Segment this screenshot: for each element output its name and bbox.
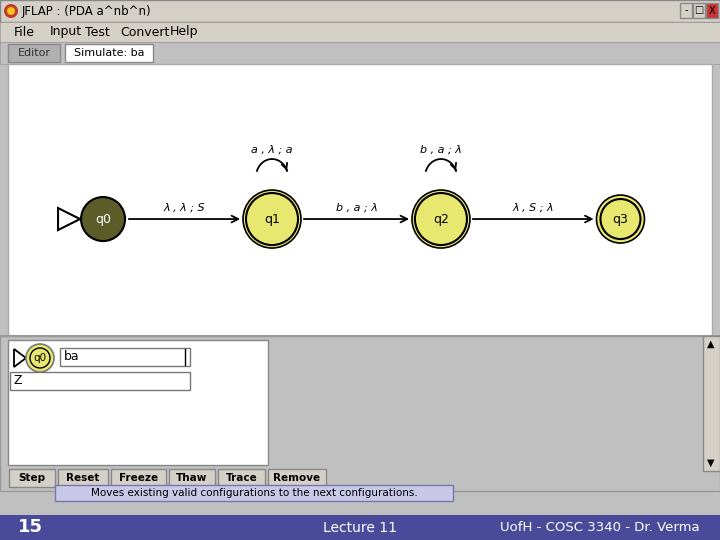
Text: Z: Z: [14, 375, 22, 388]
FancyBboxPatch shape: [65, 44, 153, 62]
Text: UofH - COSC 3340 - Dr. Verma: UofH - COSC 3340 - Dr. Verma: [500, 521, 700, 534]
FancyBboxPatch shape: [680, 3, 692, 18]
FancyBboxPatch shape: [8, 44, 60, 62]
Text: q0: q0: [33, 353, 47, 363]
FancyBboxPatch shape: [703, 336, 720, 471]
FancyBboxPatch shape: [693, 3, 705, 18]
Text: ▼: ▼: [707, 458, 715, 468]
Circle shape: [246, 193, 298, 245]
Text: 15: 15: [18, 518, 43, 537]
Circle shape: [600, 199, 641, 239]
Text: q3: q3: [613, 213, 629, 226]
Text: Reset: Reset: [66, 473, 99, 483]
Text: b , a ; λ: b , a ; λ: [336, 203, 377, 213]
FancyBboxPatch shape: [169, 469, 215, 487]
Circle shape: [415, 193, 467, 245]
Text: Trace: Trace: [225, 473, 257, 483]
Text: Convert: Convert: [120, 25, 169, 38]
Text: q0: q0: [95, 213, 111, 226]
Circle shape: [7, 7, 15, 15]
FancyBboxPatch shape: [0, 0, 720, 22]
Text: JFLAP : (PDA a^nb^n): JFLAP : (PDA a^nb^n): [22, 4, 152, 17]
FancyBboxPatch shape: [0, 22, 720, 42]
Text: Lecture 11: Lecture 11: [323, 521, 397, 535]
Text: q2: q2: [433, 213, 449, 226]
Text: a , λ ; a: a , λ ; a: [251, 145, 293, 155]
Text: □: □: [694, 5, 703, 16]
Text: ▲: ▲: [707, 339, 715, 349]
FancyBboxPatch shape: [0, 515, 720, 540]
Text: Moves existing valid configurations to the next configurations.: Moves existing valid configurations to t…: [91, 488, 418, 498]
Text: Freeze: Freeze: [119, 473, 158, 483]
FancyBboxPatch shape: [218, 469, 265, 487]
Text: λ , S ; λ: λ , S ; λ: [513, 203, 554, 213]
Text: b , a ; λ: b , a ; λ: [420, 145, 462, 155]
Circle shape: [26, 344, 54, 372]
FancyBboxPatch shape: [8, 340, 268, 465]
Circle shape: [412, 190, 470, 248]
FancyBboxPatch shape: [58, 469, 108, 487]
FancyBboxPatch shape: [706, 3, 718, 18]
FancyBboxPatch shape: [9, 469, 55, 487]
Text: -: -: [684, 5, 688, 16]
Text: X: X: [708, 5, 715, 16]
Text: Thaw: Thaw: [176, 473, 207, 483]
FancyBboxPatch shape: [0, 336, 720, 491]
FancyBboxPatch shape: [10, 372, 190, 390]
Circle shape: [30, 348, 50, 368]
Text: λ , λ ; S: λ , λ ; S: [163, 203, 205, 213]
FancyBboxPatch shape: [268, 469, 326, 487]
Text: Simulate: ba: Simulate: ba: [73, 48, 144, 58]
Circle shape: [596, 195, 644, 243]
Text: Test: Test: [85, 25, 109, 38]
Circle shape: [4, 4, 18, 18]
Text: File: File: [14, 25, 35, 38]
Text: Remove: Remove: [274, 473, 320, 483]
FancyBboxPatch shape: [60, 348, 190, 366]
Text: Step: Step: [19, 473, 45, 483]
FancyBboxPatch shape: [0, 42, 720, 64]
Circle shape: [243, 190, 301, 248]
Text: Editor: Editor: [17, 48, 50, 58]
Text: ba: ba: [64, 350, 80, 363]
Circle shape: [81, 197, 125, 241]
Text: Help: Help: [170, 25, 199, 38]
FancyBboxPatch shape: [8, 64, 712, 336]
Text: Input: Input: [50, 25, 82, 38]
FancyBboxPatch shape: [55, 485, 453, 501]
FancyBboxPatch shape: [111, 469, 166, 487]
Text: q1: q1: [264, 213, 280, 226]
